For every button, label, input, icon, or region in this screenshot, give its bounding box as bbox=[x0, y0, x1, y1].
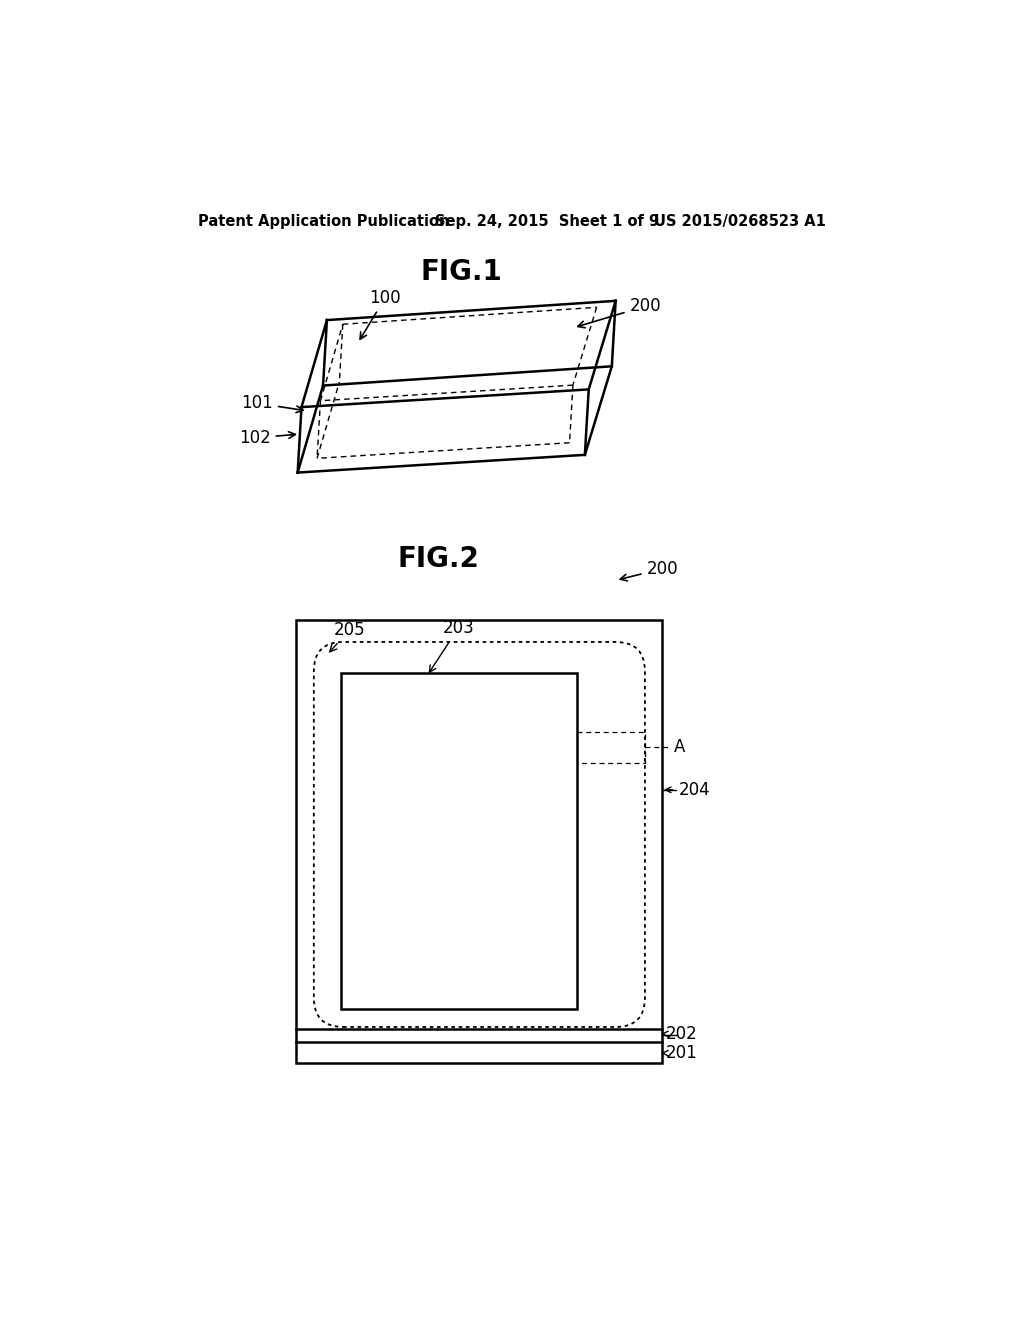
Text: 203: 203 bbox=[429, 619, 474, 672]
Bar bbox=[296, 620, 662, 1063]
Text: 100: 100 bbox=[360, 289, 400, 339]
Text: Sep. 24, 2015  Sheet 1 of 9: Sep. 24, 2015 Sheet 1 of 9 bbox=[435, 214, 658, 230]
Text: Patent Application Publication: Patent Application Publication bbox=[199, 214, 450, 230]
Text: 202: 202 bbox=[666, 1024, 697, 1043]
Text: 200: 200 bbox=[578, 297, 662, 327]
Text: 101: 101 bbox=[242, 395, 303, 413]
Text: 205: 205 bbox=[330, 620, 366, 652]
Text: 102: 102 bbox=[239, 429, 295, 447]
Text: FIG.1: FIG.1 bbox=[421, 259, 503, 286]
Bar bbox=[341, 673, 578, 1010]
Text: 200: 200 bbox=[621, 560, 678, 581]
Text: A: A bbox=[674, 738, 685, 756]
Text: US 2015/0268523 A1: US 2015/0268523 A1 bbox=[654, 214, 826, 230]
Text: FIG.2: FIG.2 bbox=[397, 545, 479, 573]
Text: 204: 204 bbox=[679, 781, 711, 799]
Text: 201: 201 bbox=[666, 1044, 697, 1063]
